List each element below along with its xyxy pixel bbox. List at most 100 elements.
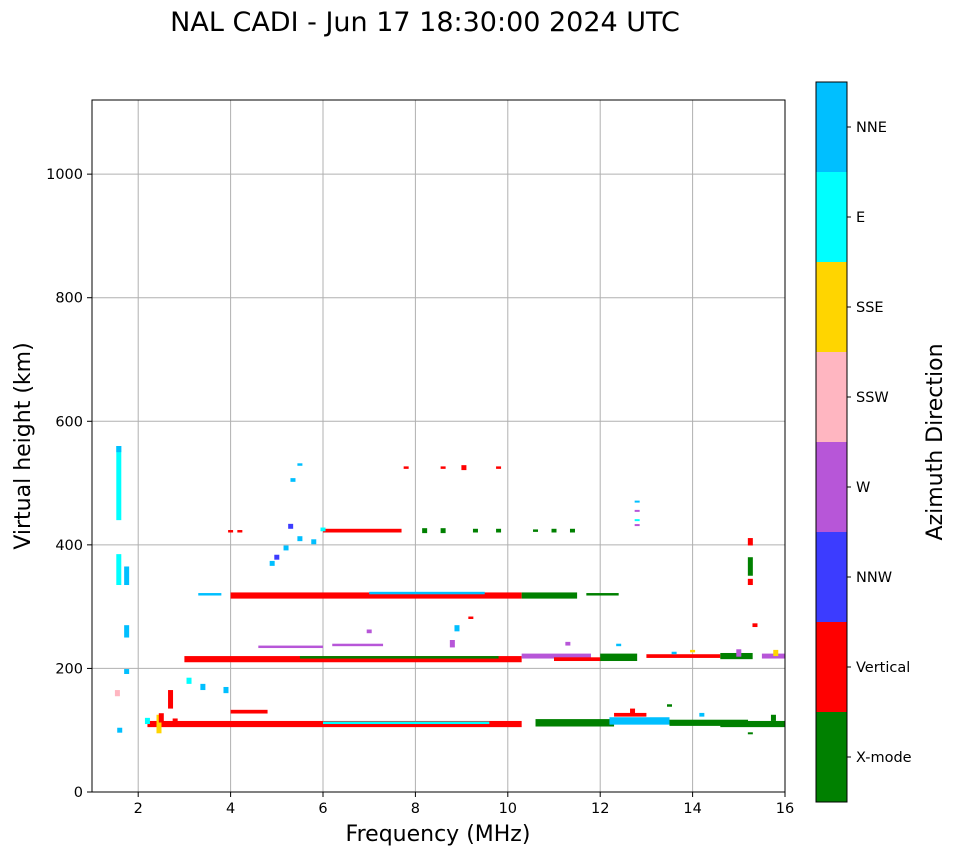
echo-point — [422, 528, 428, 534]
echo-streak — [332, 643, 384, 647]
echo-streak — [586, 593, 619, 596]
x-tick-label: 8 — [411, 801, 420, 817]
echo-point — [290, 478, 296, 482]
echo-point — [311, 539, 317, 545]
x-tick-label: 14 — [683, 801, 701, 817]
echo-point — [440, 466, 446, 469]
echo-streak — [184, 656, 522, 663]
echo-point — [667, 704, 672, 707]
colorbar-tick-label: SSE — [856, 300, 884, 316]
echo-point — [200, 683, 206, 691]
echo-point — [114, 690, 120, 697]
colorbar-tick-label: E — [856, 210, 865, 226]
echo-point — [468, 616, 474, 619]
echo-streak — [554, 657, 610, 662]
echo-point — [634, 509, 640, 512]
colorbar-tick-label: W — [856, 480, 870, 496]
x-tick-label: 12 — [591, 801, 609, 817]
echo-streak — [299, 656, 499, 659]
chart-title: NAL CADI - Jun 17 18:30:00 2024 UTC — [170, 7, 680, 38]
x-tick-label: 2 — [134, 801, 143, 817]
echo-point — [117, 727, 123, 733]
echo-point — [124, 566, 130, 586]
y-tick-label: 1000 — [46, 167, 83, 183]
echo-point — [461, 465, 467, 471]
echo-point — [237, 530, 243, 533]
echo-point — [320, 527, 326, 532]
echo-point — [747, 732, 753, 735]
y-axis-label: Virtual height (km) — [11, 342, 36, 549]
colorbar-frame — [815, 81, 848, 803]
echo-point — [773, 649, 779, 657]
echo-point — [403, 466, 409, 469]
colorbar-segment — [816, 262, 847, 352]
echo-point — [168, 690, 174, 709]
echo-point — [223, 686, 229, 694]
echo-point — [533, 529, 539, 532]
echo-point — [274, 554, 280, 560]
y-tick-label: 200 — [55, 661, 83, 677]
echo-point — [269, 560, 275, 566]
x-tick-label: 16 — [776, 801, 794, 817]
colorbar-segment — [816, 532, 847, 622]
echo-point — [440, 528, 446, 534]
colorbar: X-mode Vertical NNW W SSW SSE E NNE — [815, 81, 912, 803]
echo-point — [144, 717, 150, 725]
echo-point — [736, 649, 742, 657]
y-axis: 0 200 400 600 800 1000 — [46, 167, 92, 801]
y-tick-label: 400 — [55, 538, 83, 554]
y-tick-label: 600 — [55, 414, 83, 430]
echo-streak — [521, 653, 591, 659]
echo-point — [699, 712, 705, 717]
echo-point — [158, 713, 164, 723]
echo-point — [449, 640, 455, 648]
x-tick-label: 10 — [499, 801, 517, 817]
echo-streak — [230, 592, 522, 599]
echo-streak — [521, 592, 578, 599]
echo-point — [186, 677, 192, 684]
x-axis: 2 4 6 8 10 12 14 16 — [134, 792, 794, 817]
colorbar-segment — [816, 712, 847, 802]
echo-streak — [198, 593, 222, 596]
echo-streak — [258, 645, 323, 649]
colorbar-segment — [816, 172, 847, 262]
echo-streak — [600, 653, 638, 662]
colorbar-tick-label: NNW — [856, 570, 892, 586]
echo-point — [116, 446, 122, 453]
echo-point — [747, 557, 753, 576]
echo-point — [116, 446, 122, 521]
echo-streak — [535, 719, 615, 727]
echo-point — [671, 651, 677, 655]
echo-point — [124, 669, 130, 674]
echo-point — [770, 714, 776, 721]
x-tick-label: 6 — [318, 801, 327, 817]
data-marks — [114, 446, 785, 735]
echo-point — [565, 641, 571, 646]
echo-point — [156, 714, 162, 734]
echo-streak — [609, 717, 670, 725]
colorbar-segment — [816, 622, 847, 712]
colorbar-segment — [816, 82, 847, 172]
echo-streak — [646, 654, 721, 658]
y-tick-label: 800 — [55, 291, 83, 307]
x-axis-label: Frequency (MHz) — [346, 822, 531, 847]
echo-streak — [323, 721, 490, 725]
echo-point — [496, 466, 502, 469]
echo-point — [496, 528, 502, 533]
colorbar-tick-label: SSW — [856, 390, 889, 406]
echo-streak — [669, 719, 749, 726]
echo-point — [551, 528, 557, 533]
echo-point — [747, 538, 753, 546]
echo-point — [630, 708, 636, 715]
plot-frame — [91, 99, 786, 793]
echo-point — [297, 463, 303, 466]
echo-point — [634, 500, 640, 503]
colorbar-label: Azimuth Direction — [923, 343, 948, 540]
echo-point — [454, 625, 460, 632]
echo-streak — [230, 709, 268, 714]
grid — [92, 100, 785, 792]
echo-point — [297, 536, 303, 542]
echo-point — [634, 524, 640, 527]
echo-point — [288, 523, 294, 529]
